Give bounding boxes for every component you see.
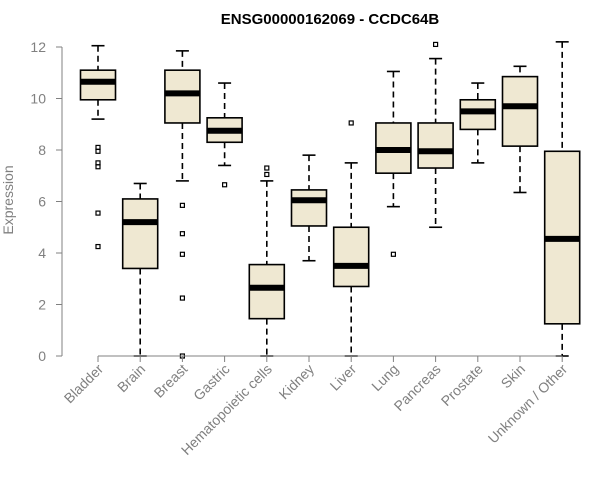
box-group [375, 70, 412, 257]
outlier-point [179, 202, 185, 208]
iqr-box [459, 98, 497, 131]
x-tick-label: Skin [498, 361, 529, 392]
box-group [501, 65, 539, 194]
box-group [417, 41, 454, 229]
x-tick-label: Breast [151, 361, 191, 401]
box-group [79, 44, 117, 250]
outlier-point [348, 120, 354, 126]
x-tick-label: Kidney [276, 361, 318, 403]
chart-title: ENSG00000162069 - CCDC64B [221, 11, 440, 28]
outlier-point [179, 231, 185, 237]
box-group [459, 82, 497, 164]
iqr-box [290, 189, 328, 227]
outlier-point [390, 251, 396, 257]
outlier-point [95, 210, 101, 216]
box-group [543, 41, 581, 357]
box-group [164, 50, 201, 359]
y-tick-label: 6 [38, 194, 46, 210]
box-group [290, 154, 328, 262]
outlier-point [264, 165, 270, 171]
x-tick-label: Brain [114, 361, 148, 395]
iqr-box [121, 198, 159, 270]
iqr-box [332, 226, 370, 288]
iqr-box [79, 69, 117, 101]
outlier-point [179, 251, 185, 257]
iqr-box [248, 263, 286, 320]
box-group [121, 182, 159, 357]
plot-area [79, 41, 581, 359]
iqr-box [417, 122, 454, 169]
box-group [332, 120, 370, 357]
iqr-box [164, 69, 201, 124]
outlier-point [95, 243, 101, 250]
y-axis: 0 2 4 6 8 10 12 [30, 39, 63, 364]
box-group [248, 165, 286, 357]
y-axis-label: Expression [0, 165, 16, 234]
outlier-point [264, 171, 270, 178]
y-tick-label: 12 [30, 39, 46, 55]
outlier-point [222, 182, 228, 188]
x-tick-label: Bladder [61, 361, 107, 407]
y-tick-label: 0 [38, 348, 46, 364]
outlier-point [179, 295, 185, 301]
outlier-point [433, 41, 439, 48]
x-tick-label: Unknown / Other [485, 361, 571, 447]
x-tick-label: Prostate [438, 361, 486, 409]
y-tick-label: 8 [38, 142, 46, 158]
x-tick-label: Lung [368, 361, 401, 394]
y-tick-label: 2 [38, 297, 46, 313]
y-tick-label: 10 [30, 91, 46, 107]
box-group [206, 82, 243, 188]
x-tick-label: Liver [327, 361, 360, 394]
x-tick-label: Pancreas [391, 361, 444, 414]
outlier-point [95, 148, 101, 154]
iqr-box [501, 75, 539, 147]
y-tick-label: 4 [38, 245, 46, 261]
outlier-point [95, 164, 101, 170]
